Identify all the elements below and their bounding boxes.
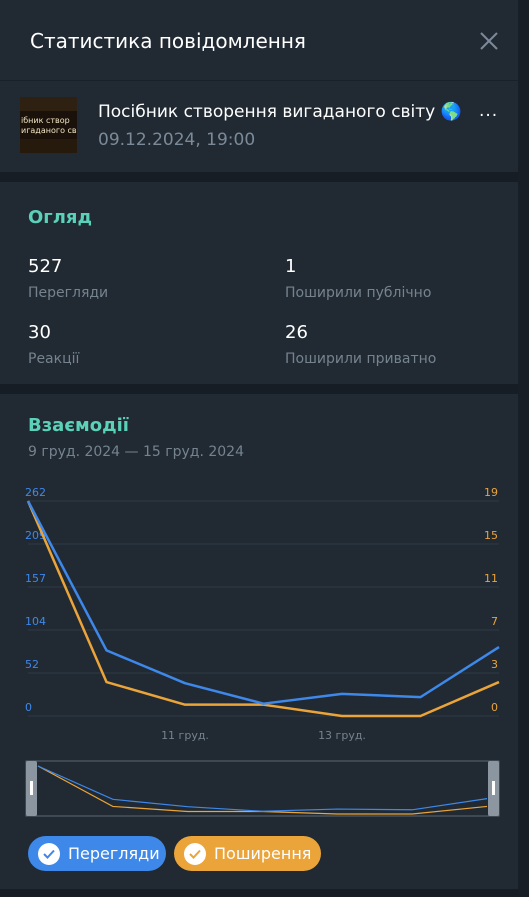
left-axis-tick: 262 [25,486,46,499]
right-axis-tick: 11 [484,572,498,585]
private-shares-value: 26 [285,322,308,343]
section-divider [0,889,518,897]
message-preview[interactable]: ібник створ игаданого сві Посібник створ… [0,80,518,173]
navigator-line-views [37,765,488,812]
background-panel [518,0,529,897]
right-axis-tick: 15 [484,529,498,542]
date-range: 9 груд. 2024 — 15 груд. 2024 [28,444,244,460]
section-divider [0,384,518,394]
modal-header: Статистика повідомлення [0,0,518,80]
views-value: 527 [28,256,63,277]
svg-text:ібник створ: ібник створ [21,116,70,125]
stats-modal: Статистика повідомлення ібник створ игад… [0,0,518,897]
legend-toggle-views[interactable]: Перегляди [28,836,166,871]
interactions-heading: Взаємодії [28,415,129,436]
public-shares-label: Поширили публічно [285,285,432,301]
right-axis-tick: 0 [491,701,498,714]
svg-text:игаданого сві: игаданого сві [21,126,77,135]
reactions-value: 30 [28,322,51,343]
series-line-views [26,500,500,705]
navigator-line-shares [37,765,488,815]
x-axis-tick: 11 груд. [161,729,209,742]
legend-toggle-shares[interactable]: Поширення [174,836,321,871]
left-axis-tick: 52 [25,658,39,671]
right-axis-tick: 7 [491,615,498,628]
left-axis-tick: 0 [25,701,32,714]
message-title: Посібник створення вигаданого світу 🌎 [98,102,462,122]
views-label: Перегляди [28,285,109,301]
overview-heading: Огляд [28,207,92,228]
message-thumbnail: ібник створ игаданого сві [20,97,77,153]
left-axis-tick: 157 [25,572,46,585]
right-axis-tick: 3 [491,658,498,671]
grip-icon [30,781,33,795]
legend-label-shares: Поширення [214,844,312,863]
right-axis-tick: 19 [484,486,498,499]
message-title-ellipsis: ... [479,101,499,121]
series-line-shares [26,500,500,718]
private-shares-label: Поширили приватно [285,351,437,367]
checkmark-icon [184,842,206,865]
modal-title: Статистика повідомлення [30,29,306,53]
x-axis-tick: 13 груд. [318,729,366,742]
grip-icon [492,781,495,795]
message-date: 09.12.2024, 19:00 [98,130,256,150]
checkmark-icon [38,842,60,865]
reactions-label: Реакції [28,351,80,367]
legend-label-views: Перегляди [68,844,160,863]
left-axis-tick: 104 [25,615,46,628]
close-icon[interactable] [476,28,502,54]
section-divider [0,172,518,182]
public-shares-value: 1 [285,256,297,277]
